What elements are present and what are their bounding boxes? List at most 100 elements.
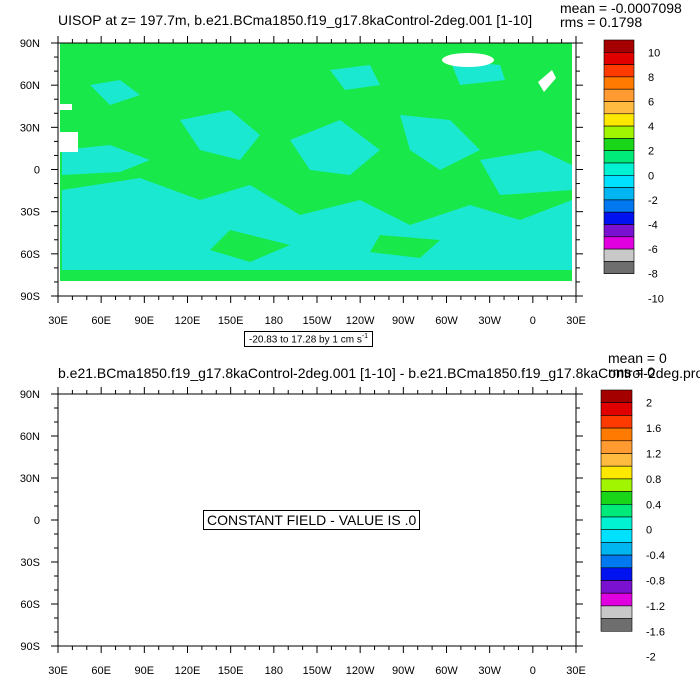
colorbar-label: 8 bbox=[648, 72, 654, 84]
colorbar-box bbox=[600, 529, 633, 543]
colorbar-label: -8 bbox=[648, 269, 658, 281]
colorbar-box bbox=[603, 248, 635, 262]
colorbar-box bbox=[600, 440, 633, 454]
bottom-panel-title: b.e21.BCma1850.f19_g17.8kaControl-2deg.0… bbox=[58, 365, 700, 381]
x-tick-label: 120E bbox=[175, 315, 201, 327]
top-map-cyan-patch bbox=[62, 145, 150, 175]
colorbar-box bbox=[603, 138, 635, 151]
top-map-cyan-patch bbox=[180, 110, 260, 160]
top-map-missing-region bbox=[442, 53, 494, 67]
colorbar-label: -0.4 bbox=[646, 550, 665, 562]
x-tick-label: 60E bbox=[91, 665, 111, 677]
x-tick-label: 120E bbox=[175, 665, 201, 677]
top-map-missing-region bbox=[538, 70, 556, 92]
colorbar-box bbox=[600, 618, 633, 632]
colorbar-box bbox=[603, 162, 635, 176]
x-tick-label: 90E bbox=[135, 665, 155, 677]
colorbar-label: 2 bbox=[646, 398, 652, 410]
top-map-missing-region bbox=[60, 104, 72, 110]
colorbar-box bbox=[600, 542, 633, 556]
x-tick-label: 30W bbox=[478, 315, 501, 327]
top-map-cyan-patch bbox=[400, 115, 480, 170]
colorbar-label: -1.2 bbox=[646, 601, 665, 613]
colorbar-box bbox=[603, 88, 635, 102]
x-tick-label: 30E bbox=[48, 315, 68, 327]
colorbar-box bbox=[603, 51, 635, 65]
colorbar-label: 0.4 bbox=[646, 499, 661, 511]
bottom-panel-mean: mean = 0 bbox=[608, 350, 667, 366]
x-tick-label: 0 bbox=[530, 315, 536, 327]
x-tick-label: 30E bbox=[566, 665, 586, 677]
x-tick-label: 60W bbox=[435, 315, 458, 327]
colorbar-box bbox=[600, 503, 633, 518]
colorbar-label: 10 bbox=[648, 47, 660, 59]
x-tick-label: 60E bbox=[91, 315, 111, 327]
colorbar-label: -2 bbox=[648, 195, 658, 207]
y-tick-label: 60N bbox=[20, 80, 40, 92]
colorbar-box bbox=[603, 76, 635, 90]
colorbar-label: -2 bbox=[646, 652, 656, 664]
colorbar-box bbox=[600, 389, 633, 403]
colorbar-box bbox=[600, 491, 633, 505]
y-tick-label: 30S bbox=[20, 557, 40, 569]
top-map: 30E 60E 90E 120E 150E 180 150W 120W 90W 60W 30W 0 30… bbox=[20, 36, 586, 327]
x-tick-label: 0 bbox=[530, 665, 536, 677]
y-tick-label: 60S bbox=[20, 249, 40, 261]
colorbar-box bbox=[603, 199, 635, 213]
colorbar-label: 1.6 bbox=[646, 423, 661, 435]
x-tick-label: 150W bbox=[303, 315, 332, 327]
colorbar-label: 6 bbox=[648, 97, 654, 109]
colorbar-label: -10 bbox=[648, 293, 664, 305]
x-tick-label: 150E bbox=[218, 315, 244, 327]
bottom-colorbar: 2 1.6 1.2 0.8 0.4 0 -0.4 -0.8 -1.2 -1.6 -2 bbox=[600, 389, 665, 664]
colorbar-label: 0.8 bbox=[646, 474, 661, 486]
colorbar-box bbox=[603, 236, 635, 250]
y-tick-label: 30S bbox=[20, 207, 40, 219]
colorbar-box bbox=[600, 580, 633, 594]
colorbar-box bbox=[603, 211, 635, 225]
x-tick-label: 180 bbox=[265, 315, 283, 327]
colorbar-label: 2 bbox=[648, 146, 654, 158]
bottom-panel-rms: rms = 0 bbox=[608, 364, 656, 380]
bottom-map: 30E 60E 90E 120E 150E 180 150W 120W 90W 60W 30W 0 30… bbox=[20, 387, 586, 677]
colorbar-label: -1.6 bbox=[646, 626, 665, 638]
top-map-cyan-patch bbox=[330, 65, 380, 90]
top-map-cyan-patch bbox=[480, 150, 572, 195]
x-tick-label: 120W bbox=[346, 315, 375, 327]
x-tick-label: 180 bbox=[265, 665, 283, 677]
colorbar-box bbox=[600, 427, 633, 442]
y-tick-label: 0 bbox=[34, 515, 40, 527]
colorbar-box bbox=[600, 554, 633, 569]
colorbar-box bbox=[600, 478, 633, 492]
colorbar-label: 0 bbox=[646, 525, 652, 537]
y-tick-label: 90N bbox=[20, 389, 40, 401]
top-map-field-secondary bbox=[62, 60, 572, 270]
x-tick-label: 30E bbox=[566, 315, 586, 327]
colorbar-label: 1.2 bbox=[646, 449, 661, 461]
top-map-green-hole bbox=[210, 230, 290, 262]
colorbar-box bbox=[600, 402, 633, 416]
top-panel-rms: rms = 0.1798 bbox=[560, 14, 643, 30]
x-tick-label: 90W bbox=[392, 315, 415, 327]
x-tick-label: 150E bbox=[218, 665, 244, 677]
colorbar-box bbox=[603, 39, 635, 53]
colorbar-box bbox=[600, 516, 633, 530]
colorbar-box bbox=[603, 125, 635, 139]
x-tick-label: 120W bbox=[346, 665, 375, 677]
colorbar-box bbox=[603, 224, 635, 238]
x-tick-label: 150W bbox=[303, 665, 332, 677]
top-map-cyan-patch bbox=[90, 80, 140, 105]
colorbar-box bbox=[600, 453, 633, 467]
colorbar-box bbox=[603, 261, 635, 274]
y-tick-label: 90N bbox=[20, 38, 40, 50]
colorbar-box bbox=[600, 415, 633, 429]
contour-range-label: -20.83 to 17.28 by 1 cm s-1 bbox=[244, 331, 374, 348]
contour-range-text: -20.83 to 17.28 by 1 cm s bbox=[249, 334, 362, 346]
top-map-missing-region bbox=[60, 132, 78, 152]
colorbar-box bbox=[600, 592, 633, 607]
top-panel-title: UISOP at z= 197.7m, b.e21.BCma1850.f19_g… bbox=[58, 12, 533, 28]
x-tick-label: 60W bbox=[435, 665, 458, 677]
top-map-cyan-band-south bbox=[62, 178, 572, 270]
colorbar-label: 0 bbox=[648, 170, 654, 182]
